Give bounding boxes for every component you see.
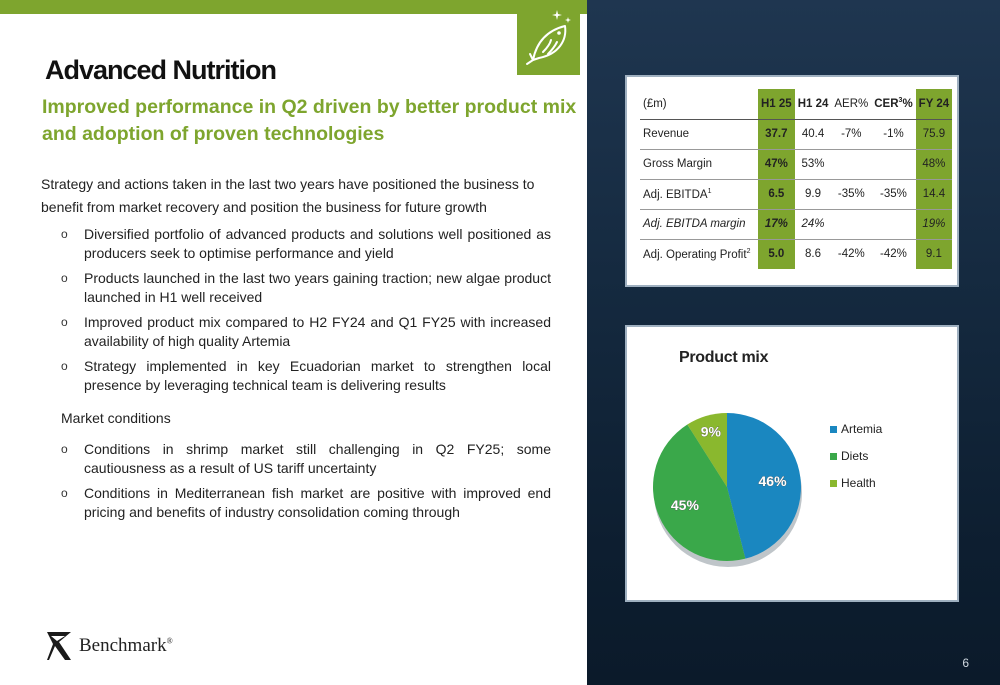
row-label: Revenue — [640, 119, 758, 150]
row-label: Adj. Operating Profit2 — [643, 247, 751, 261]
cell-h124: 53% — [794, 149, 832, 180]
cell-cer: -1% — [871, 119, 916, 150]
col-header-aer: AER% — [831, 89, 872, 120]
col-header-fy24: FY 24 — [915, 89, 953, 120]
col-header-h124: H1 24 — [794, 89, 832, 120]
cell-h124: 8.6 — [805, 248, 822, 261]
legend-item-artemia: Artemia — [830, 422, 882, 436]
page-subtitle: Improved performance in Q2 driven by bet… — [42, 96, 577, 145]
cell-h125: 6.5 — [758, 179, 795, 210]
cell-h124: 40.4 — [794, 119, 832, 150]
legend-swatch — [830, 452, 837, 460]
cell-aer: -7% — [831, 119, 872, 150]
table-row: Adj. Operating Profit2 5.0 8.6 -42% -42% 9.1 — [640, 239, 953, 269]
market-bullet-list: o Conditions in shrimp market still chall… — [61, 440, 551, 528]
list-item: o Improved product mix compared to H2 FY2… — [61, 314, 551, 349]
cell-fy24: 19% — [915, 209, 953, 240]
list-item: o Strategy implemented in key Ecuadorian … — [61, 358, 551, 393]
row-label: Adj. EBITDA margin — [640, 209, 758, 240]
product-mix-pie-chart: 46% 45% 9% — [653, 413, 802, 567]
cell-h124: 9.9 — [794, 179, 832, 210]
cell-cer: -35% — [871, 179, 916, 210]
cell-fy24: 75.9 — [915, 119, 953, 150]
cell-h124: 24% — [794, 209, 832, 240]
legend-item-diets: Diets — [830, 449, 882, 463]
cell-fy24: 48% — [915, 149, 953, 180]
intro-paragraph: Strategy and actions taken in the last t… — [41, 176, 535, 215]
cell-cer — [871, 149, 916, 180]
legend-item-health: Health — [830, 476, 882, 490]
cell-h125: 17% — [758, 209, 795, 240]
footnote-marker: 1 — [707, 187, 712, 195]
cell-fy24: 14.4 — [915, 179, 953, 210]
col-header-label: (£m) — [640, 89, 758, 120]
strategy-bullet-list: o Diversified portfolio of advanced produ… — [61, 225, 551, 401]
cell-fy24: 9.1 — [915, 239, 953, 269]
market-conditions-heading: Market conditions — [61, 410, 171, 426]
cell-aer — [831, 209, 872, 240]
pie-data-label: 46% — [759, 473, 788, 489]
list-item: o Diversified portfolio of advanced produ… — [61, 226, 551, 261]
bullet-marker: o — [61, 271, 68, 285]
bullet-marker: o — [61, 442, 68, 456]
list-item: o Conditions in shrimp market still chall… — [61, 441, 551, 476]
financial-table-card: (£m) H1 25 H1 24 AER% CER3% FY 24 Revenu… — [625, 75, 959, 287]
cell-aer — [831, 149, 872, 180]
row-label: Adj. EBITDA1 — [640, 179, 758, 210]
page-title: Advanced Nutrition — [45, 55, 277, 85]
cell-cer: -42% — [880, 248, 907, 261]
pie-data-label: 9% — [701, 424, 722, 440]
list-item: o Products launched in the last two years… — [61, 270, 551, 305]
legend-swatch — [830, 479, 837, 487]
table-header-row: (£m) H1 25 H1 24 AER% CER3% FY 24 — [640, 89, 953, 120]
cell-h125: 37.7 — [758, 119, 795, 150]
logo-registered-mark: ® — [166, 636, 173, 646]
table-row: Adj. EBITDA margin 17% 24% 19% — [640, 209, 953, 240]
top-accent-bar — [0, 0, 587, 14]
logo-name: Benchmark — [79, 635, 167, 656]
footnote-marker: 2 — [746, 247, 751, 255]
row-label: Gross Margin — [640, 149, 758, 180]
fish-badge — [517, 0, 580, 75]
bullet-marker: o — [61, 486, 68, 500]
legend-swatch — [830, 425, 837, 433]
pie-slice-artemia — [727, 413, 801, 559]
table-row: Adj. EBITDA1 6.5 9.9 -35% -35% 14.4 — [640, 179, 953, 210]
cell-cer — [871, 209, 916, 240]
col-header-h125: H1 25 — [758, 89, 795, 120]
bullet-marker: o — [61, 227, 68, 241]
financial-table: (£m) H1 25 H1 24 AER% CER3% FY 24 Revenu… — [640, 89, 953, 269]
table-row: Revenue 37.7 40.4 -7% -1% 75.9 — [640, 119, 953, 150]
cell-aer: -35% — [831, 179, 872, 210]
chart-legend: Artemia Diets Health — [830, 422, 882, 503]
pie-data-label: 45% — [671, 497, 700, 513]
bullet-marker: o — [61, 315, 68, 329]
page-number: 6 — [962, 656, 969, 670]
benchmark-logo-mark-icon — [47, 632, 71, 660]
table-row: Gross Margin 47% 53% 48% — [640, 149, 953, 180]
bullet-marker: o — [61, 359, 68, 373]
benchmark-logo: Benchmark® — [45, 630, 173, 662]
chart-title: Product mix — [679, 349, 769, 366]
pie-slice-diets — [653, 424, 746, 561]
pie-slice-health — [687, 413, 727, 487]
right-panel: (£m) H1 25 H1 24 AER% CER3% FY 24 Revenu… — [587, 0, 1000, 685]
cell-aer: -42% — [837, 248, 865, 261]
list-item: o Conditions in Mediterranean fish market… — [61, 485, 551, 520]
col-header-cer: CER3% — [871, 89, 916, 120]
product-mix-chart-card: Product mix 46% 45% 9% Artemia Diets Healt… — [625, 325, 959, 602]
cell-h125: 47% — [758, 149, 795, 180]
fish-icon — [526, 10, 571, 65]
cell-h125: 5.0 — [758, 239, 795, 269]
